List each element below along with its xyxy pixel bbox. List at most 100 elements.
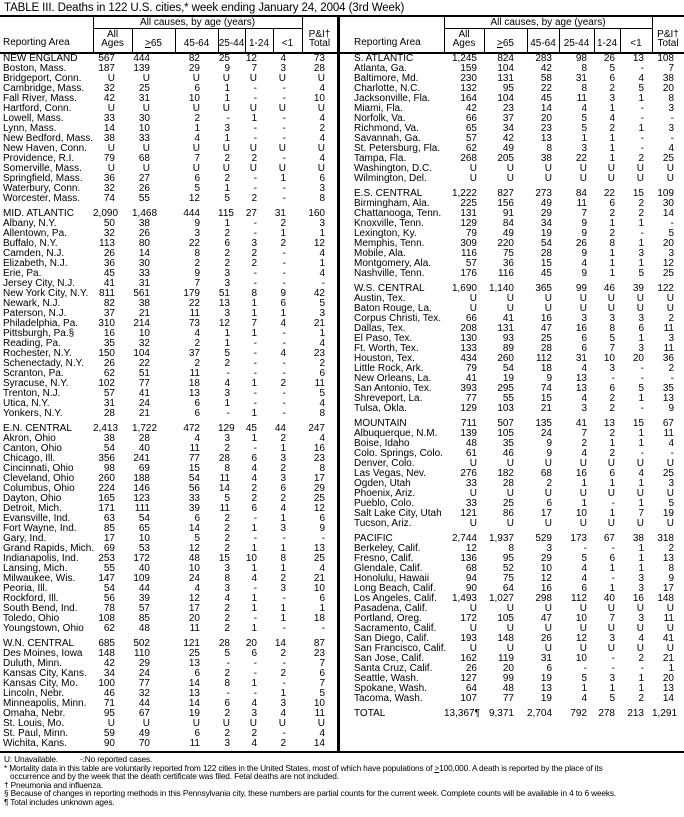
all-ages-cell: 132 (460, 83, 477, 94)
age-45-64-cell: 45 (540, 268, 552, 279)
footnote-mortality: * Mortality data in this table are volun… (4, 763, 616, 773)
col-header-45-64: 45-64 (530, 38, 556, 49)
age-45-64-cell: 12 (188, 543, 200, 554)
age-65-plus-cell: 19 (502, 373, 514, 384)
age-1-24-cell: - (253, 688, 257, 699)
col-header-1-24: 1-24 (596, 38, 617, 49)
age-65-plus-cell: 827 (497, 188, 514, 199)
age-1-24-cell: 4 (251, 738, 257, 749)
age-25-44-cell: 14 (218, 483, 230, 494)
age-65-plus-cell: 561 (133, 288, 150, 299)
age-under-1-cell: 4 (638, 73, 644, 84)
pi-total-cell: 9 (668, 403, 674, 414)
age-under-1-cell: - (282, 658, 286, 669)
age-45-64-cell: U (544, 643, 552, 654)
table-row: Camden, N.J. 26 14 8 2 2 - 4 (0, 249, 337, 259)
age-25-44-cell: 2 (224, 603, 230, 614)
reporting-area-cell: Dayton, Ohio (3, 493, 62, 504)
age-25-44-cell: 6 (224, 238, 230, 249)
all-ages-cell: 176 (460, 268, 477, 279)
age-1-24-cell: 27 (245, 208, 257, 219)
table-row: Las Vegas, Nev. 276 182 68 16 6 4 25 (342, 469, 684, 479)
reporting-area-cell: Cleveland, Ohio (3, 473, 75, 484)
age-under-1-cell: 2 (638, 693, 644, 704)
age-45-64-cell: 14 (188, 678, 200, 689)
age-25-44-cell: 2 (224, 248, 230, 259)
all-ages-cell: 2,413 (93, 423, 119, 434)
all-ages-cell: 54 (103, 583, 115, 594)
age-1-24-cell: 6 (609, 468, 615, 479)
age-65-plus-cell: 28 (502, 478, 514, 489)
age-45-64-cell: 4 (194, 433, 200, 444)
age-45-64-cell: 74 (540, 383, 552, 394)
table-row: New York City, N.Y. 811 561 179 51 8 9 42 (0, 289, 337, 299)
age-under-1-cell: 4 (280, 53, 286, 64)
age-1-24-cell: 10 (245, 553, 257, 564)
reporting-area-cell: W.S. CENTRAL (354, 283, 425, 294)
age-under-1-cell: 1 (280, 513, 286, 524)
age-1-24-cell: U (607, 488, 615, 499)
age-65-plus-cell: 444 (133, 53, 150, 64)
age-65-plus-cell: 28 (138, 433, 150, 444)
age-under-1-cell: 213 (627, 708, 644, 719)
table-row: Providence, R.I. 79 68 7 2 2 - 4 (0, 154, 337, 164)
age-under-1-cell: 1 (280, 173, 286, 184)
age-1-24-cell: 67 (603, 533, 615, 544)
age-under-1-cell: 5 (638, 83, 644, 94)
age-45-64-cell: 4 (194, 583, 200, 594)
reporting-area-cell: Buffalo, N.Y. (3, 238, 58, 249)
age-under-1-cell: 3 (280, 698, 286, 709)
age-65-plus-cell: 205 (497, 153, 514, 164)
age-45-64-cell: 15 (540, 258, 552, 269)
pi-total-cell: 1 (319, 603, 325, 614)
all-ages-cell: U (469, 623, 477, 634)
age-1-24-cell: 2 (609, 428, 615, 439)
age-25-44-cell: 6 (581, 333, 587, 344)
age-under-1-cell: 8 (280, 553, 286, 564)
pi-total-cell: - (321, 623, 325, 634)
age-65-plus-cell: 49 (502, 228, 514, 239)
age-45-64-cell: 6 (194, 398, 200, 409)
age-under-1-cell: 1 (280, 308, 286, 319)
all-ages-cell: 811 (99, 288, 115, 299)
table-row: Washington, D.C. U U U U U U U (342, 164, 684, 174)
table-row: Fall River, Mass. 42 31 10 1 - - 10 (0, 94, 337, 104)
table-row: Spokane, Wash. 64 48 13 1 1 1 13 (342, 684, 684, 694)
age-25-44-cell: 6 (224, 698, 230, 709)
age-45-64-cell: U (192, 718, 200, 729)
age-45-64-cell: 4 (194, 133, 200, 144)
pi-total-cell: 3 (668, 333, 674, 344)
all-ages-cell: 225 (460, 198, 477, 209)
age-65-plus-cell: U (506, 458, 514, 469)
age-under-1-cell: 1 (280, 563, 286, 574)
age-1-24-cell: U (249, 163, 257, 174)
pi-total-cell: 14 (313, 738, 325, 749)
age-1-24-cell: 10 (603, 353, 615, 364)
reporting-area-cell: San Francisco, Calif. (354, 643, 447, 654)
age-65-plus-cell: 64 (502, 583, 514, 594)
table-row: Cincinnati, Ohio 98 69 15 8 4 2 8 (0, 464, 337, 474)
reporting-area-cell: E.S. CENTRAL (354, 188, 423, 199)
all-ages-cell: 1,493 (451, 593, 477, 604)
all-ages-cell: 172 (460, 613, 477, 624)
age-65-plus-cell: 85 (138, 613, 150, 624)
age-45-64-cell: 6 (194, 83, 200, 94)
table-row: Fresno, Calif. 136 95 29 5 6 1 13 (342, 554, 684, 564)
table-row: Shreveport, La. 77 55 15 4 2 1 13 (342, 394, 684, 404)
age-1-24-cell: 1 (609, 218, 615, 229)
reporting-area-cell: Long Beach, Calif. (354, 583, 436, 594)
all-ages-cell: 31 (103, 398, 115, 409)
col-header-all-ages: Ages (101, 38, 124, 49)
pi-total-cell: 1 (319, 258, 325, 269)
age-1-24-cell: - (253, 338, 257, 349)
header-divider (444, 17, 445, 52)
age-45-64-cell: 22 (188, 298, 200, 309)
age-under-1-cell: 1 (280, 613, 286, 624)
age-under-1-cell: 1 (638, 258, 644, 269)
table-row: Pueblo, Colo. 33 25 6 1 - 1 5 (342, 499, 684, 509)
reporting-area-cell: Los Angeles, Calif. (354, 593, 437, 604)
age-65-plus-cell: 48 (502, 683, 514, 694)
age-under-1-cell: 2 (280, 648, 286, 659)
age-under-1-cell: - (282, 338, 286, 349)
age-under-1-cell: - (282, 358, 286, 369)
